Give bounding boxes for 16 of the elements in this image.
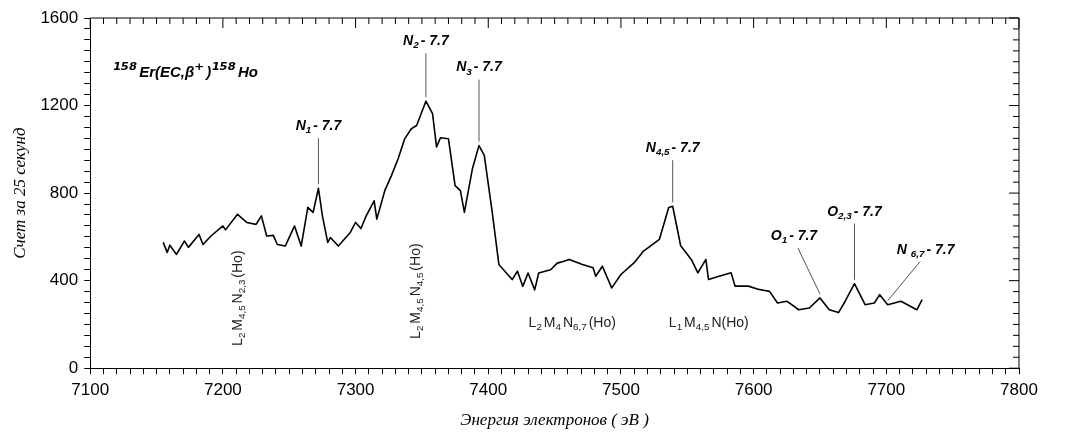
x-tick-label: 7100 [71, 380, 110, 400]
x-tick-label: 7200 [203, 380, 242, 400]
x-tick-label: 7500 [602, 380, 640, 400]
y-tick-label: 800 [49, 182, 79, 202]
x-tick-label: 7600 [734, 380, 773, 400]
x-axis-title: Энергия электронов ( эВ ) [460, 410, 650, 430]
x-tick-label: 7800 [1000, 380, 1038, 400]
y-tick-label: 1200 [40, 95, 79, 115]
y-tick-label: 400 [49, 270, 79, 290]
x-tick-label: 7300 [336, 380, 375, 400]
y-axis-title: Счет за 25 секунд [9, 127, 29, 259]
x-tick-label: 7400 [469, 380, 508, 400]
y-tick-label: 1600 [40, 7, 79, 27]
text: ¹⁵⁸Er(EC,β⁺)¹⁵⁸Ho [112, 59, 258, 81]
x-tick-label: 7700 [867, 380, 906, 400]
y-tick-label: 0 [68, 357, 79, 377]
